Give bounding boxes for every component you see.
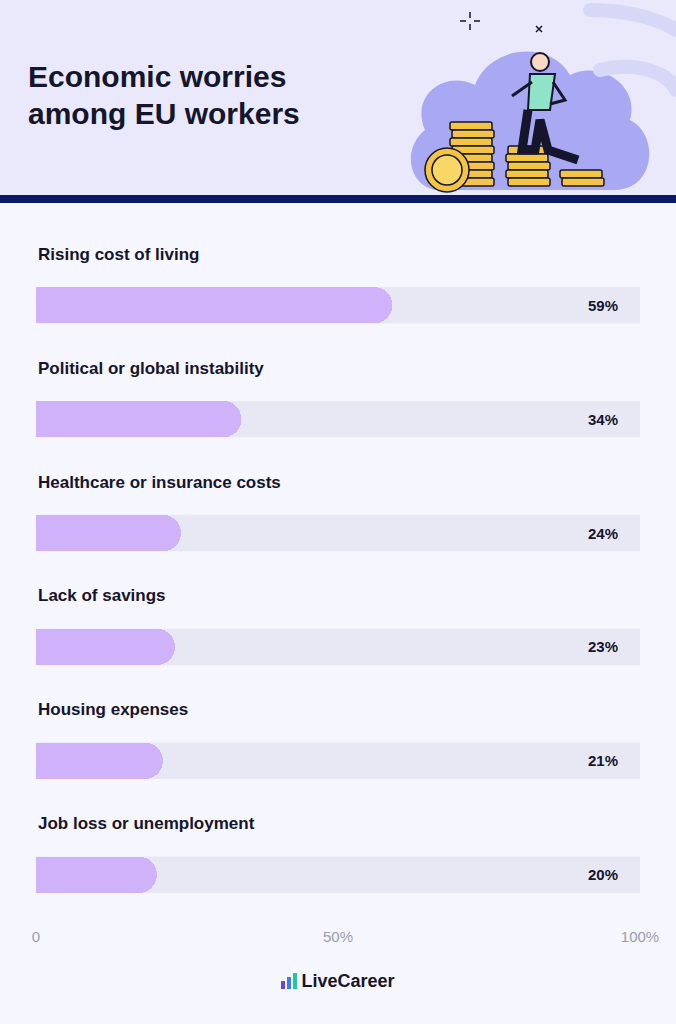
svg-text:Housing expenses: Housing expenses <box>38 700 188 719</box>
svg-text:Rising cost of living: Rising cost of living <box>38 245 200 264</box>
svg-text:Healthcare or insurance costs: Healthcare or insurance costs <box>38 473 281 492</box>
svg-text:23%: 23% <box>588 638 618 655</box>
svg-text:50%: 50% <box>323 928 353 945</box>
svg-text:24%: 24% <box>588 525 618 542</box>
svg-text:Job loss or unemployment: Job loss or unemployment <box>38 814 255 833</box>
svg-text:20%: 20% <box>588 866 618 883</box>
svg-text:0: 0 <box>32 928 40 945</box>
html-text:Economic worries among EU work: Economic worries among EU workers <box>28 60 300 130</box>
svg-text:34%: 34% <box>588 411 618 428</box>
svg-text:100%: 100% <box>621 928 659 945</box>
svg-text:59%: 59% <box>588 297 618 314</box>
html-text:LiveCareer: LiveCareer <box>301 971 395 991</box>
svg-text:21%: 21% <box>588 752 618 769</box>
svg-text:Political or global instabilit: Political or global instability <box>38 359 264 378</box>
svg-text:Lack of savings: Lack of savings <box>38 586 166 605</box>
